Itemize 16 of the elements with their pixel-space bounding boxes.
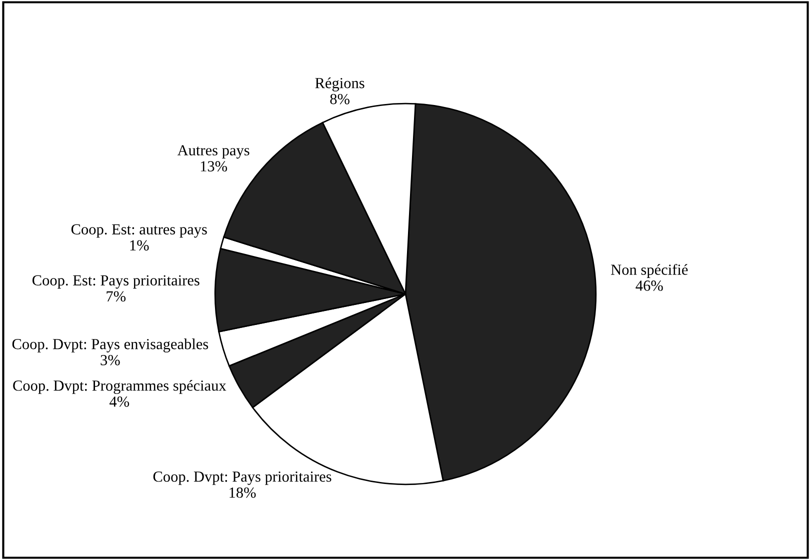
slice-label: Coop. Est: Pays prioritaires xyxy=(32,275,200,289)
data-label: 3% xyxy=(100,354,120,366)
data-label: 8% xyxy=(330,94,350,104)
slice-label: Régions xyxy=(315,77,364,92)
slice-label: Autres pays xyxy=(177,145,250,159)
data-label: 4% xyxy=(110,396,130,407)
data-label: 18% xyxy=(230,487,256,498)
slice-label: Coop. Dvpt: Pays envisageables xyxy=(12,338,208,352)
slice-label: Coop. Est: autres pays xyxy=(71,224,207,238)
slice-label: Coop. Dvpt: Programmes spéciaux xyxy=(13,380,226,394)
data-label: 7% xyxy=(106,291,126,302)
data-label: 46% xyxy=(636,280,663,291)
data-label: 13% xyxy=(200,161,228,172)
slice-label: Non spécifié xyxy=(611,264,688,278)
slice-label: Coop. Dvpt: Pays prioritaires xyxy=(153,472,332,485)
data-label: 1% xyxy=(130,240,149,251)
